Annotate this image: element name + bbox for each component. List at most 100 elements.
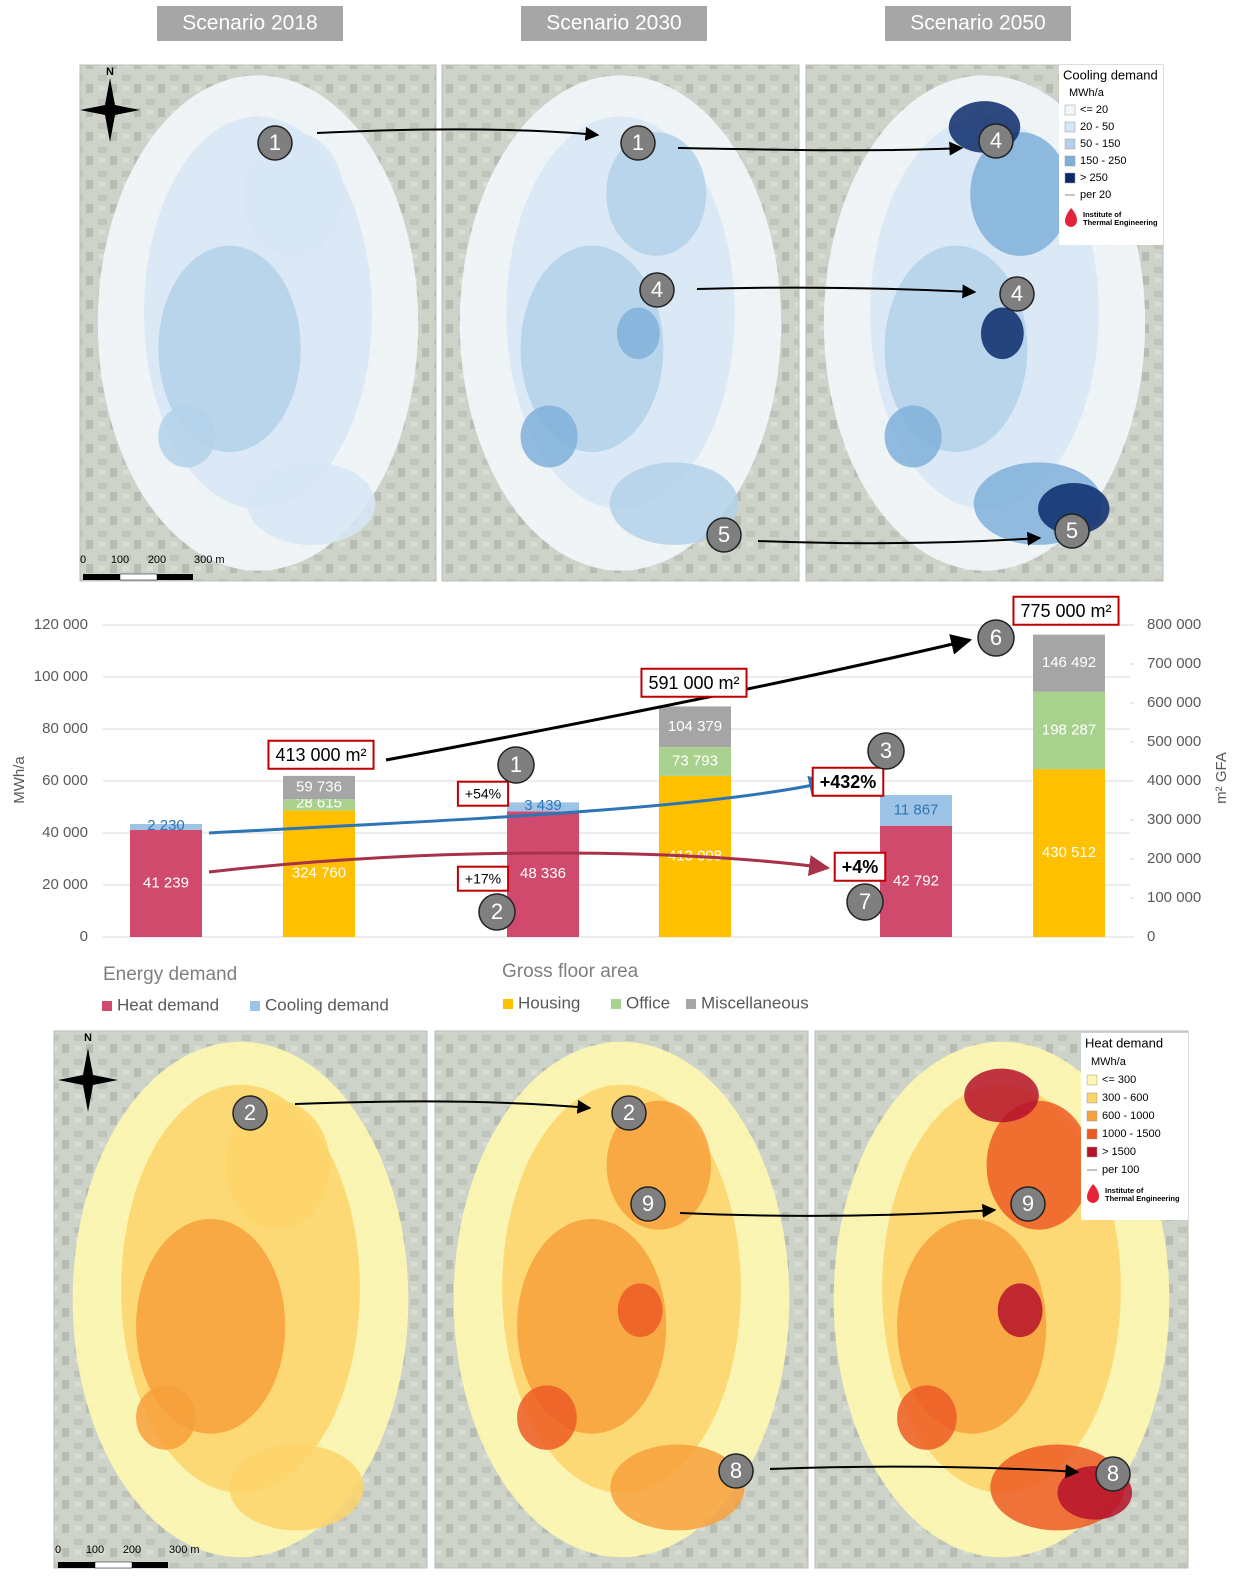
map-legend-title: Cooling demand: [1063, 67, 1158, 82]
map-legend-label: 50 - 150: [1080, 138, 1120, 150]
scale-label: 100: [86, 1544, 104, 1556]
y2-tick-label: 400 000: [1147, 772, 1201, 789]
callout-label: 2: [491, 899, 503, 924]
map-zone: [610, 1444, 744, 1530]
scale-label: 200: [148, 554, 166, 566]
map-legend-label: 20 - 50: [1080, 121, 1114, 133]
map-marker-label: 2: [623, 1100, 635, 1125]
y2-axis-title: m² GFA: [1213, 752, 1230, 804]
scale-bar-segment: [95, 1562, 132, 1568]
map-zone: [521, 406, 578, 468]
map-legend-label: per 20: [1080, 189, 1111, 201]
map-marker-label: 1: [269, 130, 281, 155]
map-zone: [247, 462, 375, 545]
bar-value-label: 41 239: [143, 874, 189, 891]
map-zone: [618, 1283, 663, 1337]
legend-swatch: [102, 1001, 112, 1011]
callout-label: 7: [859, 889, 871, 914]
map-legend-label: <= 20: [1080, 104, 1108, 116]
map-legend-label: <= 300: [1102, 1074, 1136, 1086]
map-legend-swatch: [1065, 122, 1075, 132]
map-legend-swatch: [1087, 1075, 1097, 1085]
scale-label: 0: [55, 1544, 61, 1556]
scale-bar-segment: [120, 574, 157, 580]
map-legend-label: 1000 - 1500: [1102, 1128, 1161, 1140]
legend-swatch: [250, 1001, 260, 1011]
scale-label: 300 m: [169, 1544, 200, 1556]
scenario-header: Scenario 2018: [182, 12, 317, 35]
legend-label: Office: [626, 993, 670, 1012]
map-zone: [606, 132, 706, 256]
bar-value-label: 146 492: [1042, 654, 1096, 671]
y-tick-label: 20 000: [42, 876, 88, 893]
map-marker-label: 8: [730, 1458, 742, 1483]
map-marker-label: 5: [718, 522, 730, 547]
bar-value-label: 48 336: [520, 865, 566, 882]
y-axis-title: MWh/a: [11, 756, 28, 804]
bar-value-label: 73 793: [672, 753, 718, 770]
y2-tick-label: 200 000: [1147, 850, 1201, 867]
map-legend-swatch: [1087, 1147, 1097, 1157]
map-legend-label: per 100: [1102, 1164, 1139, 1176]
scenario-header: Scenario 2030: [546, 12, 681, 35]
annotation: +17%: [465, 871, 501, 887]
map-legend-swatch: [1065, 105, 1075, 115]
annotation: 413 000 m²: [275, 745, 366, 765]
annotation: +54%: [465, 786, 501, 802]
map-legend-swatch: [1087, 1129, 1097, 1139]
y2-tick-label: 500 000: [1147, 733, 1201, 750]
y-tick-label: 0: [80, 928, 88, 945]
map-legend-title: Heat demand: [1085, 1035, 1163, 1050]
legend-group-title: Energy demand: [103, 964, 237, 985]
bar-value-label: 42 792: [893, 872, 939, 889]
bar-value-label: 198 287: [1042, 721, 1096, 738]
bar-value-label: 3 439: [524, 797, 562, 814]
map-marker-label: 4: [990, 128, 1002, 153]
y2-tick-label: 700 000: [1147, 655, 1201, 672]
scale-label: 300 m: [194, 554, 225, 566]
map-marker-label: 9: [642, 1191, 654, 1216]
legend-swatch: [686, 999, 696, 1009]
annotation: +4%: [842, 857, 879, 877]
callout-label: 3: [880, 738, 892, 763]
map-legend-unit: MWh/a: [1069, 87, 1105, 99]
map-zone: [158, 406, 215, 468]
map-zone: [136, 1385, 196, 1449]
legend-label: Miscellaneous: [701, 993, 809, 1012]
map-zone: [617, 308, 660, 360]
map-zone: [517, 1385, 577, 1449]
bar-value-label: 2 230: [147, 817, 185, 834]
map-zone: [964, 1069, 1039, 1123]
y-tick-label: 60 000: [42, 772, 88, 789]
map-zone: [897, 1385, 957, 1449]
bar-value-label: 59 736: [296, 779, 342, 796]
y-tick-label: 120 000: [34, 616, 88, 633]
callout-label: 1: [510, 752, 522, 777]
map-marker-label: 8: [1107, 1461, 1119, 1486]
map-legend-label: 600 - 1000: [1102, 1110, 1155, 1122]
map-zone: [998, 1283, 1043, 1337]
y2-tick-label: 300 000: [1147, 811, 1201, 828]
map-marker-label: 5: [1066, 518, 1078, 543]
y2-tick-label: 0: [1147, 928, 1155, 945]
map-marker-label: 1: [632, 130, 644, 155]
map-zone: [981, 308, 1024, 360]
map-legend-label: 150 - 250: [1080, 155, 1126, 167]
y2-tick-label: 800 000: [1147, 616, 1201, 633]
north-label: N: [84, 1032, 92, 1044]
y2-tick-label: 100 000: [1147, 889, 1201, 906]
map-legend-label: > 1500: [1102, 1146, 1136, 1158]
scale-label: 200: [123, 1544, 141, 1556]
map-legend-swatch: [1087, 1093, 1097, 1103]
map-zone: [885, 406, 942, 468]
map-legend-unit: MWh/a: [1091, 1056, 1127, 1068]
legend-label: Heat demand: [117, 995, 219, 1014]
annotation: 775 000 m²: [1020, 601, 1111, 621]
annotation: 591 000 m²: [648, 673, 739, 693]
legend-swatch: [611, 999, 621, 1009]
logo-text: Thermal Engineering: [1083, 218, 1158, 227]
callout-label: 6: [990, 625, 1002, 650]
y-tick-label: 100 000: [34, 668, 88, 685]
bar-value-label: 11 867: [894, 801, 939, 818]
map-legend-swatch: [1087, 1111, 1097, 1121]
